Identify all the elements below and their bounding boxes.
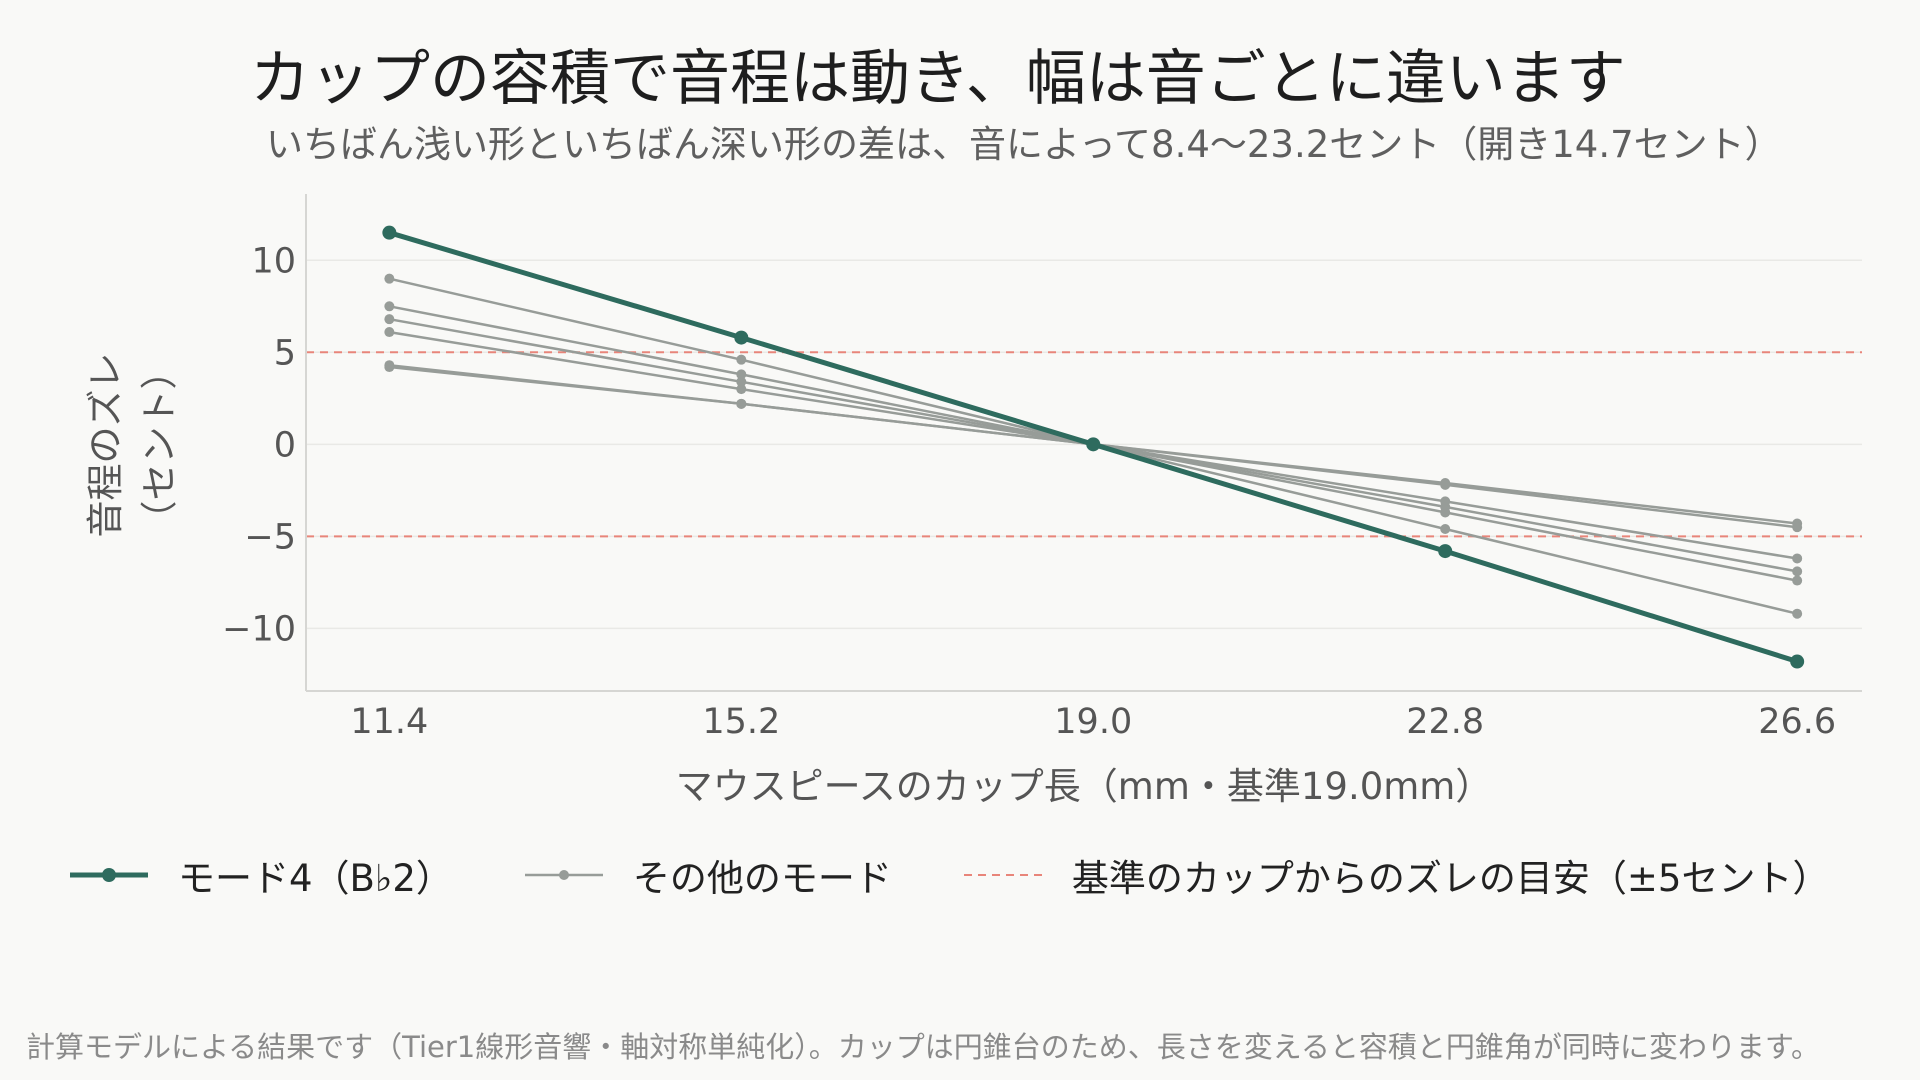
- data-point-other: [1792, 566, 1803, 577]
- y-tick-label: −10: [222, 609, 296, 649]
- data-point-other: [736, 354, 747, 365]
- y-tick-label: 10: [251, 241, 296, 281]
- data-point-other: [736, 376, 747, 387]
- legend-swatch-reference: [963, 874, 1042, 876]
- series-line-other: [389, 277, 1798, 560]
- legend-swatch-other: [524, 870, 603, 880]
- x-tick-label: 15.2: [702, 702, 780, 742]
- data-point-other: [1792, 608, 1803, 619]
- y-tick-label: 0: [274, 425, 296, 465]
- data-point-highlight: [1438, 544, 1453, 559]
- data-point-other: [1792, 575, 1803, 586]
- legend-item-reference: 基準のカップからのズレの目安（±5セント）: [962, 848, 1830, 902]
- series-lines: [382, 225, 1805, 669]
- data-point-other: [1440, 479, 1451, 490]
- y-axis-title-line1: 音程のズレ: [84, 353, 127, 538]
- chart-subtitle: いちばん浅い形といちばん深い形の差は、音によって8.4〜23.2セント（開き14…: [266, 123, 1782, 166]
- y-tick-labels: 10 5 0 −5 −10: [222, 241, 296, 649]
- chart-title: カップの容積で音程は動き、幅は音ごとに違います: [250, 44, 1626, 114]
- data-point-highlight: [382, 225, 397, 240]
- legend-item-highlight: モード4（B♭2）: [68, 848, 453, 902]
- data-point-other: [736, 384, 747, 395]
- data-point-highlight: [1790, 654, 1805, 669]
- x-tick-label: 26.6: [1758, 702, 1836, 742]
- data-point-other: [1440, 507, 1451, 518]
- legend-label-reference: 基準のカップからのズレの目安（±5セント）: [1071, 857, 1830, 900]
- x-tick-labels: 11.4 15.2 19.0 22.8 26.6: [350, 702, 1836, 742]
- data-point-other: [384, 314, 395, 325]
- data-point-other: [1440, 524, 1451, 535]
- data-point-highlight: [734, 330, 749, 345]
- y-axis-title-line2: （セント）: [138, 353, 181, 538]
- data-point-other: [736, 398, 747, 409]
- reference-lines: [306, 351, 1862, 538]
- data-point-other: [384, 362, 395, 373]
- data-point-other: [384, 301, 395, 312]
- x-tick-label: 19.0: [1054, 702, 1132, 742]
- data-point-highlight: [1086, 437, 1101, 452]
- x-tick-label: 22.8: [1406, 702, 1484, 742]
- legend: モード4（B♭2） その他のモード 基準のカップからのズレの目安（±5セント）: [68, 845, 1899, 905]
- data-point-other: [1792, 553, 1803, 564]
- y-tick-label: 5: [274, 333, 296, 373]
- legend-label-highlight: モード4（B♭2）: [178, 857, 453, 900]
- line-chart: 10 5 0 −5 −10 11.4 15.2 19.0 22.8 26.6 マウスピースのカッ…: [84, 194, 1862, 808]
- x-axis-title: マウスピースのカップ長（mm・基準19.0mm）: [676, 765, 1493, 808]
- legend-label-other: その他のモード: [632, 857, 892, 900]
- legend-item-other: その他のモード: [523, 848, 892, 902]
- x-tick-label: 11.4: [350, 702, 428, 742]
- data-point-other: [736, 369, 747, 380]
- data-point-other: [1792, 522, 1803, 533]
- data-point-other: [384, 273, 395, 284]
- legend-swatch-highlight: [70, 868, 148, 882]
- data-point-other: [384, 327, 395, 338]
- footnote: 計算モデルによる結果です（Tier1線形音響・軸対称単純化）。カップは円錐台のた…: [26, 1030, 1820, 1064]
- y-tick-label: −5: [244, 517, 296, 557]
- series-line-other: [389, 330, 1798, 615]
